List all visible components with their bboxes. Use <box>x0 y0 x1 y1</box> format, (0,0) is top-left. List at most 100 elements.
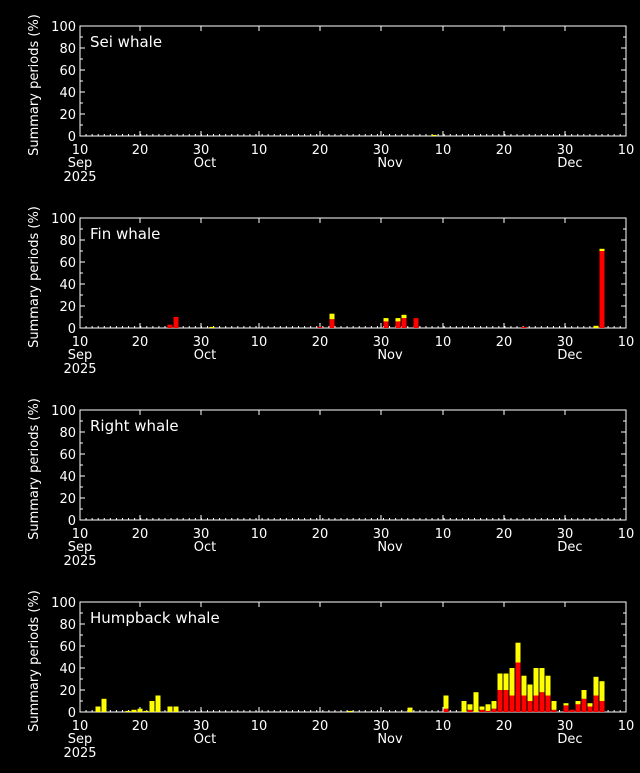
data-bar <box>503 673 509 690</box>
month-label: Nov <box>377 732 403 747</box>
data-bar <box>485 704 491 711</box>
data-bar <box>497 690 503 712</box>
y-tick-label: 40 <box>59 278 76 293</box>
data-bar <box>383 318 389 322</box>
data-bar <box>527 684 533 701</box>
y-axis-label: Summary periods (%) <box>27 398 42 540</box>
data-bar <box>317 326 323 328</box>
x-tick-label: 10 <box>618 335 635 350</box>
data-bar <box>491 708 497 712</box>
data-bar <box>137 708 143 712</box>
data-bar <box>413 318 419 328</box>
data-bar <box>587 703 593 707</box>
y-tick-label: 80 <box>59 618 76 633</box>
data-bar <box>479 709 485 712</box>
month-label: Oct <box>194 348 216 363</box>
y-tick-label: 100 <box>51 20 76 35</box>
data-bar <box>599 681 605 701</box>
month-label: Sep <box>68 156 93 171</box>
y-tick-label: 40 <box>59 662 76 677</box>
x-tick-label: 20 <box>132 527 149 542</box>
x-tick-label: 30 <box>373 719 390 734</box>
y-tick-label: 0 <box>68 514 76 529</box>
x-tick-label: 20 <box>312 335 329 350</box>
y-tick-label: 80 <box>59 426 76 441</box>
data-bar <box>209 326 215 328</box>
y-tick-label: 0 <box>68 130 76 145</box>
x-tick-label: 30 <box>193 143 210 158</box>
data-bar <box>599 251 605 328</box>
x-tick-label: 20 <box>312 143 329 158</box>
data-bar <box>545 695 551 712</box>
data-bar <box>383 321 389 328</box>
plot-frame <box>79 217 627 329</box>
data-bar <box>395 321 401 328</box>
x-tick-label: 20 <box>132 143 149 158</box>
x-tick-label: 10 <box>435 719 452 734</box>
y-tick-label: 80 <box>59 234 76 249</box>
data-bar <box>143 710 149 712</box>
y-tick-label: 20 <box>59 492 76 507</box>
x-tick-label: 30 <box>373 527 390 542</box>
data-bar <box>533 695 539 712</box>
data-bar <box>521 326 527 328</box>
data-bar <box>173 317 179 328</box>
data-bar <box>497 673 503 690</box>
data-bar <box>467 709 473 712</box>
data-bar <box>587 706 593 712</box>
x-tick-label: 10 <box>251 143 268 158</box>
year-label: 2025 <box>63 554 96 569</box>
y-tick-label: 60 <box>59 256 76 271</box>
year-label: 2025 <box>63 170 96 185</box>
x-tick-label: 20 <box>312 527 329 542</box>
data-bar <box>443 708 449 712</box>
y-tick-label: 0 <box>68 322 76 337</box>
y-axis-label: Summary periods (%) <box>27 206 42 348</box>
x-tick-label: 30 <box>557 335 574 350</box>
data-bar <box>167 324 173 328</box>
x-tick-label: 30 <box>557 719 574 734</box>
x-tick-label: 10 <box>72 719 89 734</box>
x-tick-label: 10 <box>72 143 89 158</box>
y-tick-label: 20 <box>59 108 76 123</box>
data-bar <box>509 695 515 712</box>
x-tick-label: 10 <box>251 527 268 542</box>
x-tick-label: 20 <box>496 143 513 158</box>
data-bar <box>167 706 173 712</box>
x-tick-label: 30 <box>373 143 390 158</box>
x-tick-label: 10 <box>72 335 89 350</box>
x-tick-label: 30 <box>373 335 390 350</box>
data-bar <box>173 706 179 712</box>
month-label: Oct <box>194 732 216 747</box>
x-tick-label: 10 <box>618 719 635 734</box>
data-bar <box>575 701 581 705</box>
data-bar <box>521 695 527 712</box>
data-bar <box>551 709 557 712</box>
x-tick-label: 20 <box>132 335 149 350</box>
y-tick-label: 100 <box>51 596 76 611</box>
data-bar <box>521 675 527 696</box>
month-label: Dec <box>557 732 582 747</box>
x-tick-label: 20 <box>312 719 329 734</box>
data-bar <box>593 695 599 712</box>
data-bar <box>473 692 479 712</box>
x-tick-label: 30 <box>193 719 210 734</box>
x-tick-label: 20 <box>496 527 513 542</box>
data-bar <box>551 701 557 710</box>
data-bar <box>461 701 467 712</box>
x-tick-label: 10 <box>251 335 268 350</box>
y-axis-label: Summary periods (%) <box>27 590 42 732</box>
data-bar <box>467 704 473 710</box>
x-tick-label: 10 <box>435 527 452 542</box>
y-tick-label: 60 <box>59 640 76 655</box>
data-bar <box>545 675 551 696</box>
y-tick-label: 80 <box>59 42 76 57</box>
data-bar <box>533 668 539 696</box>
data-bar <box>563 705 569 712</box>
panel-title: Right whale <box>90 417 179 435</box>
data-bar <box>101 698 107 712</box>
data-bar <box>347 710 353 712</box>
month-label: Sep <box>68 348 93 363</box>
data-bar <box>569 709 575 712</box>
